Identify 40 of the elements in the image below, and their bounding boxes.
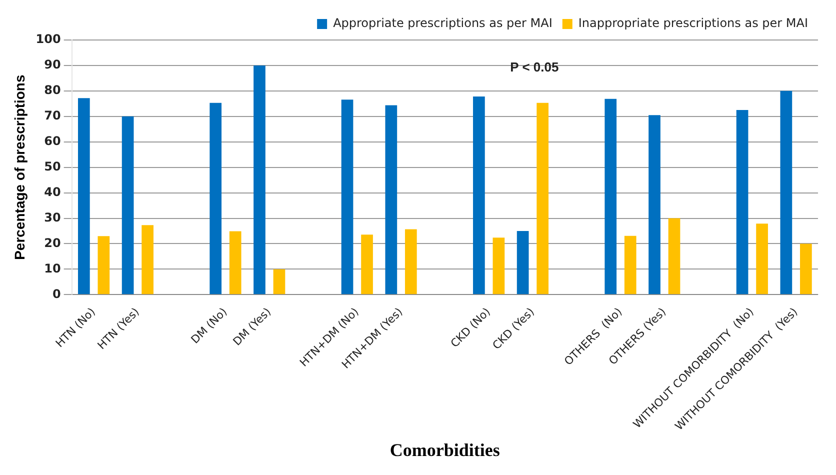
- legend-label: Inappropriate prescriptions as per MAI: [578, 16, 808, 30]
- bar: [516, 231, 529, 294]
- bar: [341, 100, 354, 294]
- y-tick-label: 90: [44, 58, 61, 72]
- bar: [98, 236, 110, 294]
- bar: [361, 234, 373, 294]
- bar: [492, 238, 505, 294]
- bar: [385, 105, 398, 294]
- y-axis-title: Percentage of prescriptions: [11, 74, 28, 260]
- bar: [780, 90, 792, 294]
- y-tick-label: 50: [44, 159, 61, 174]
- bar: [404, 229, 417, 294]
- bar: [648, 115, 660, 294]
- x-axis-title: Comorbidities: [390, 440, 500, 460]
- y-tick-label: 70: [44, 108, 61, 123]
- bar: [142, 225, 154, 294]
- bar: [536, 102, 549, 294]
- annotation: P < 0.05: [510, 60, 559, 75]
- y-tick-label: 40: [44, 184, 61, 199]
- y-tick-label: 100: [36, 32, 61, 46]
- bar: [756, 224, 768, 294]
- y-tick-label: 20: [44, 236, 61, 250]
- bar: [736, 110, 748, 294]
- bar: [122, 116, 134, 294]
- y-tick-label: 10: [44, 261, 61, 276]
- bar: [210, 102, 222, 294]
- y-tick-label: 0: [52, 286, 61, 301]
- bar: [254, 65, 266, 294]
- y-tick-label: 60: [44, 134, 61, 148]
- bar: [273, 269, 286, 294]
- bar: [229, 231, 242, 294]
- bar: [473, 96, 485, 294]
- bar: [78, 98, 90, 294]
- bar: [604, 98, 617, 294]
- legend-label: Appropriate prescriptions as per MAI: [333, 16, 552, 30]
- y-tick-label: 30: [44, 210, 61, 224]
- y-tick-label: 80: [44, 83, 61, 98]
- bar: [800, 244, 812, 294]
- bar: [668, 218, 680, 294]
- bar: [624, 236, 636, 294]
